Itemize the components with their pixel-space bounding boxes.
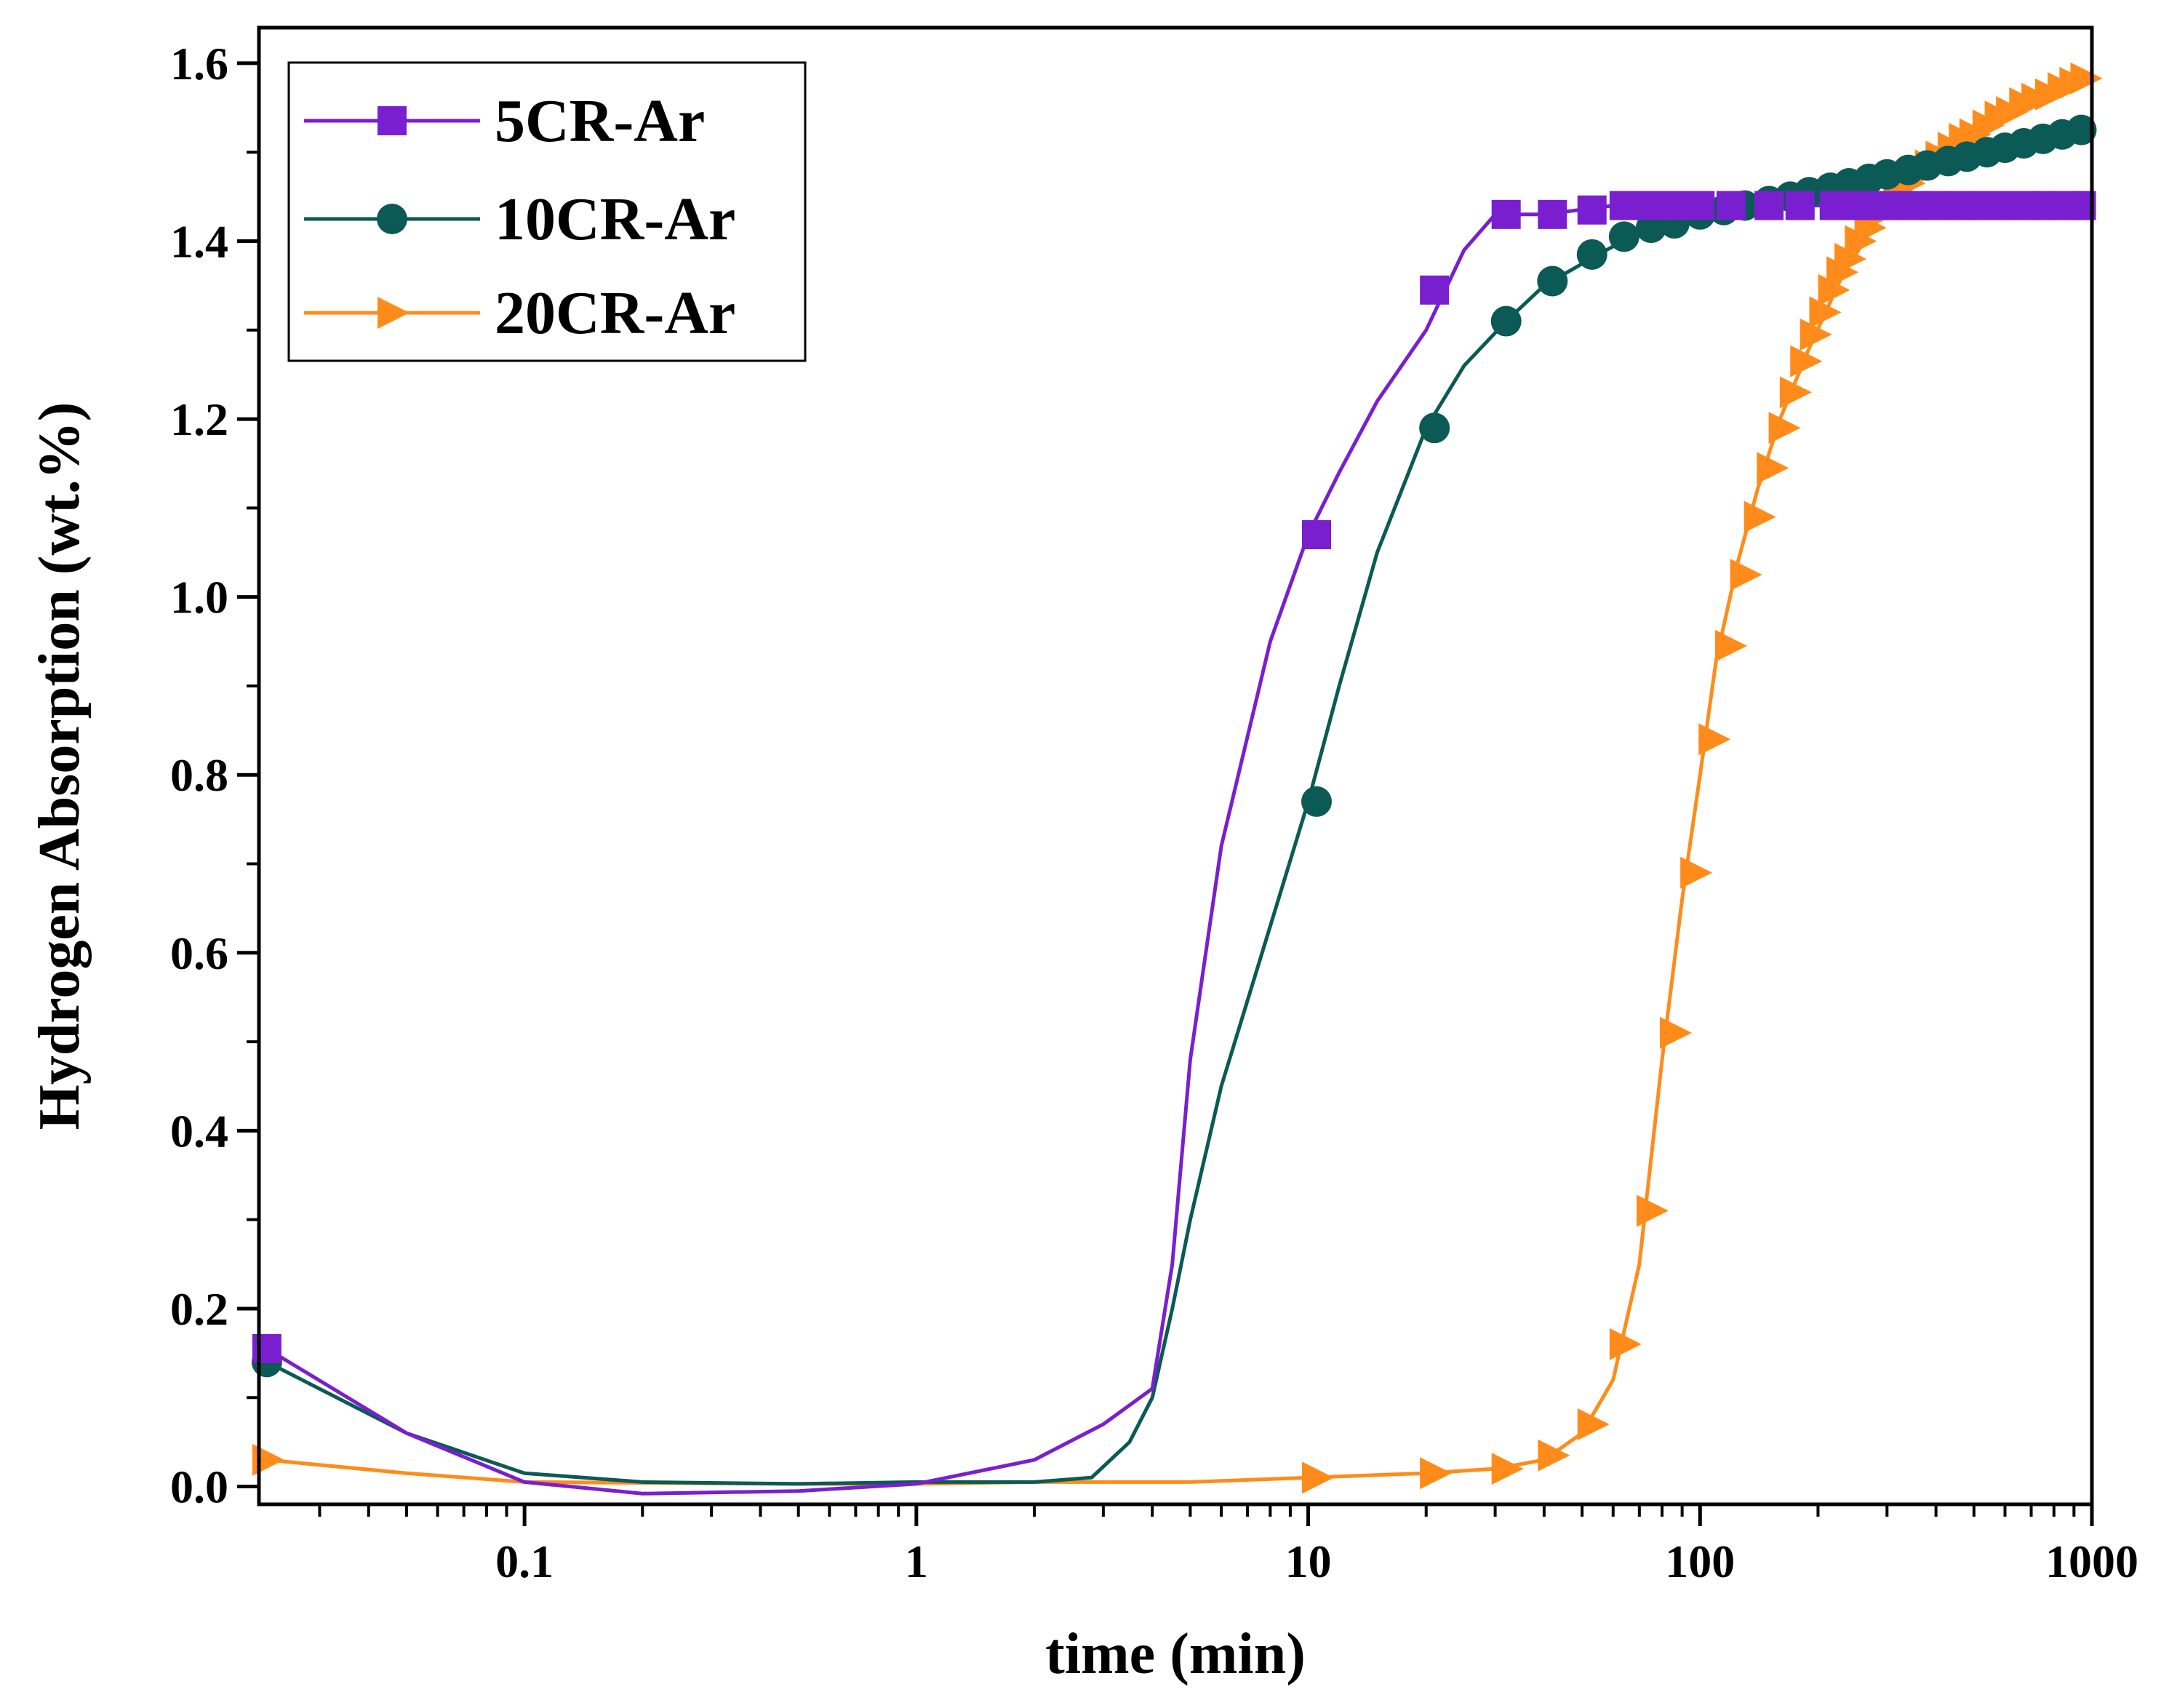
y-tick-label: 0.4 [170,1105,228,1157]
data-point-20cr-ar [1420,1457,1453,1490]
data-point-10cr-ar [1490,306,1522,337]
data-point-20cr-ar [1538,1439,1570,1472]
data-point-20cr-ar [1659,1016,1692,1049]
series-layer [251,62,2103,1496]
data-point-20cr-ar [252,1443,284,1476]
data-point-5cr-ar [1420,275,1450,305]
legend-marker-10cr-ar [377,204,407,234]
legend-marker-20cr-ar [378,297,410,329]
axis-layer: 0.1 1 10 100 1000 0.0 0.2 0.4 0.6 0.8 1.0 1.2 1.4 1.6 [170,38,2138,1587]
y-axis-title: Hydrogen Absorption (wt.%) [28,402,92,1130]
data-point-20cr-ar [1757,452,1789,484]
legend-marker-shape [377,204,407,234]
data-point-10cr-ar [1301,786,1332,817]
data-point-5cr-ar [1872,191,1902,220]
y-tick-label: 1.0 [170,572,228,623]
x-tick-label: 1000 [2045,1536,2138,1587]
data-point-5cr-ar [1819,191,1849,220]
x-axis-title: time (min) [1045,1622,1306,1686]
data-point-10cr-ar [1608,221,1639,252]
data-point-10cr-ar [2066,114,2097,145]
data-point-20cr-ar [1790,345,1823,378]
data-point-20cr-ar [1636,1194,1669,1227]
legend-label-10cr-ar: 10CR-Ar [495,185,735,253]
series-line-5cr-ar [265,204,2092,1496]
data-point-20cr-ar [1818,274,1850,306]
data-point-5cr-ar [1785,191,1815,220]
data-point-5cr-ar [1966,191,1996,220]
data-point-20cr-ar [1809,296,1842,329]
y-tick-label: 0.2 [170,1283,228,1335]
data-point-5cr-ar [1659,191,1689,220]
data-point-20cr-ar [1730,559,1762,591]
data-point-20cr-ar [1743,500,1776,533]
data-point-20cr-ar [1491,1453,1524,1485]
legend-marker-5cr-ar [378,106,407,135]
data-point-5cr-ar [1754,191,1784,220]
data-point-20cr-ar [1698,723,1731,756]
data-point-20cr-ar [1768,412,1801,444]
data-point-20cr-ar [1845,225,1877,258]
x-tick-label: 0.1 [495,1536,554,1587]
data-point-20cr-ar [1577,1408,1610,1440]
data-point-20cr-ar [1301,1461,1334,1494]
data-point-5cr-ar [252,1333,281,1363]
data-point-20cr-ar [1834,242,1867,275]
data-point-20cr-ar [1714,629,1747,662]
legend-label-20cr-ar: 20CR-Ar [495,279,735,347]
legend-marker-shape [378,106,407,135]
legend-marker-shape [378,297,410,329]
y-tick-label: 1.6 [170,38,228,89]
y-tick-label: 1.4 [170,215,228,267]
data-point-10cr-ar [1576,239,1607,270]
data-point-20cr-ar [2070,62,2103,95]
data-point-5cr-ar [1716,191,1746,220]
data-point-20cr-ar [1779,376,1812,409]
data-point-10cr-ar [1419,412,1450,444]
x-tick-label: 100 [1665,1536,1735,1587]
plot-frame [257,25,2094,1507]
data-point-5cr-ar [1848,191,1877,220]
data-point-20cr-ar [1680,856,1713,889]
data-point-5cr-ar [1609,191,1639,220]
y-tick-label: 0.8 [170,749,228,801]
data-point-5cr-ar [1301,520,1331,550]
legend-label-5cr-ar: 5CR-Ar [495,87,705,155]
y-tick-label: 1.2 [170,394,228,445]
legend: 5CR-Ar 10CR-Ar 20CR-Ar [287,61,807,362]
data-point-5cr-ar [1538,199,1567,229]
data-point-20cr-ar [1799,318,1832,351]
data-point-10cr-ar [1537,266,1568,297]
data-point-5cr-ar [1685,191,1715,220]
y-tick-label: 0.0 [170,1461,228,1513]
x-tick-label: 1 [905,1536,928,1587]
data-point-20cr-ar [1609,1328,1642,1360]
data-point-5cr-ar [1577,195,1607,225]
x-tick-label: 10 [1285,1536,1332,1587]
data-point-5cr-ar [1491,199,1521,229]
y-tick-label: 0.6 [170,927,228,979]
data-point-10cr-ar [1635,212,1666,244]
